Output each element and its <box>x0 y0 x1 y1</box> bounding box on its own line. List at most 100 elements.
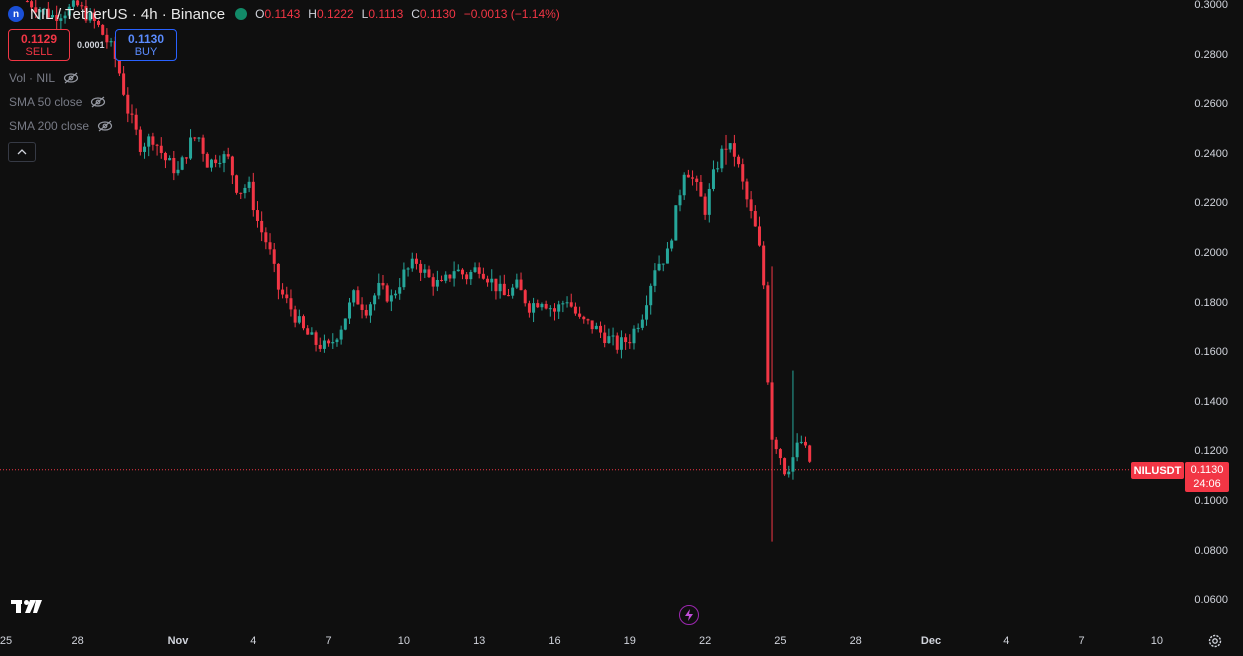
eye-off-icon[interactable] <box>97 120 113 132</box>
candle-body <box>624 337 628 343</box>
candle-body <box>25 1 29 3</box>
candle-body <box>804 441 807 446</box>
candle-body <box>289 298 293 310</box>
candle-body <box>293 309 297 323</box>
price-tick-label: 0.2000 <box>1194 247 1228 259</box>
price-tick-label: 0.3000 <box>1194 0 1228 11</box>
time-tick-label: 4 <box>1003 635 1010 647</box>
candle-body <box>402 269 406 288</box>
candle-body <box>448 274 452 279</box>
eye-off-icon[interactable] <box>90 96 106 108</box>
candle-body <box>76 0 80 6</box>
candle-body <box>276 263 280 290</box>
candle-body <box>34 7 38 13</box>
candle-body <box>331 342 335 344</box>
candle-body <box>364 309 368 316</box>
candle-body <box>486 278 490 283</box>
sell-button[interactable]: 0.1129 SELL <box>8 29 70 61</box>
indicator-volume[interactable]: Vol · NIL <box>9 71 79 85</box>
candle-body <box>452 271 456 279</box>
candle-body <box>515 279 519 288</box>
candle-body <box>490 278 494 283</box>
candle-body <box>636 327 640 329</box>
candle-body <box>590 320 594 330</box>
price-tick-label: 0.0600 <box>1194 594 1228 607</box>
candle-body <box>753 211 757 227</box>
candle-body <box>63 15 67 19</box>
time-tick-label: 25 <box>0 635 13 647</box>
candle-body <box>469 271 473 280</box>
candle-body <box>607 336 611 344</box>
symbol-title[interactable]: NIL / TetherUS · 4h · Binance <box>30 5 226 23</box>
candle-body <box>272 249 276 264</box>
candle-body <box>348 302 352 319</box>
candle-body <box>306 328 310 335</box>
candle-body <box>749 199 753 212</box>
candle-body <box>728 143 732 150</box>
indicator-sma200[interactable]: SMA 200 close <box>9 119 113 133</box>
candle-body <box>456 269 460 272</box>
candle-body <box>360 304 364 310</box>
candle-body <box>774 439 778 450</box>
ohlc-values: O0.1143 H0.1222 L0.1113 C0.1130 −0.0013 … <box>255 7 560 21</box>
candle-body <box>586 319 590 321</box>
candle-body <box>770 382 774 440</box>
candle-body <box>808 445 812 462</box>
high-value: 0.1222 <box>316 7 354 21</box>
candle-body <box>498 283 502 292</box>
collapse-indicators-button[interactable] <box>8 142 36 162</box>
candle-body <box>302 316 305 329</box>
candle-body <box>352 290 356 303</box>
gear-icon[interactable] <box>1207 633 1223 649</box>
candle-body <box>557 304 561 312</box>
candle-body <box>239 192 243 194</box>
candle-body <box>176 169 180 174</box>
candle-body <box>92 12 96 22</box>
candle-body <box>147 136 151 147</box>
candle-body <box>506 295 510 297</box>
candle-body <box>691 177 695 179</box>
candle-body <box>381 282 385 286</box>
candle-body <box>368 304 372 316</box>
candle-body <box>657 263 661 271</box>
time-tick-label: 28 <box>71 635 84 647</box>
candle-body <box>481 273 485 279</box>
candle-body <box>766 285 770 383</box>
eye-off-icon[interactable] <box>63 72 79 84</box>
candle-body <box>168 157 172 161</box>
price-tick-label: 0.2800 <box>1194 48 1228 61</box>
candle-body <box>184 157 188 159</box>
candle-body <box>373 295 377 305</box>
low-key: L <box>361 7 369 21</box>
candle-body <box>172 157 176 174</box>
candle-body <box>159 145 163 153</box>
buy-button[interactable]: 0.1130 BUY <box>115 29 177 61</box>
price-tick-label: 0.0800 <box>1194 544 1228 557</box>
candle-body <box>511 287 515 296</box>
candle-body <box>473 267 477 272</box>
candle-body <box>527 303 531 313</box>
candle-body <box>787 471 791 475</box>
candle-body <box>544 303 548 309</box>
market-status-icon[interactable] <box>235 8 248 20</box>
lightning-icon[interactable] <box>679 605 699 625</box>
candle-body <box>661 263 665 265</box>
candle-body <box>569 302 573 307</box>
indicator-label: Vol · NIL <box>9 71 56 85</box>
candle-body <box>619 337 623 350</box>
tradingview-logo-icon[interactable] <box>11 598 43 614</box>
indicator-sma50[interactable]: SMA 50 close <box>9 95 106 109</box>
close-key: C <box>411 7 420 21</box>
candle-body <box>163 152 167 161</box>
candle-body <box>582 316 586 320</box>
time-tick-label: Dec <box>920 635 942 647</box>
candle-body <box>297 316 301 323</box>
buy-price: 0.1130 <box>127 32 165 46</box>
candle-body <box>218 162 222 164</box>
candle-body <box>720 148 724 169</box>
candle-body <box>791 457 795 472</box>
chevron-up-icon <box>17 149 27 155</box>
candle-body <box>561 303 565 305</box>
candle-body <box>134 114 138 130</box>
